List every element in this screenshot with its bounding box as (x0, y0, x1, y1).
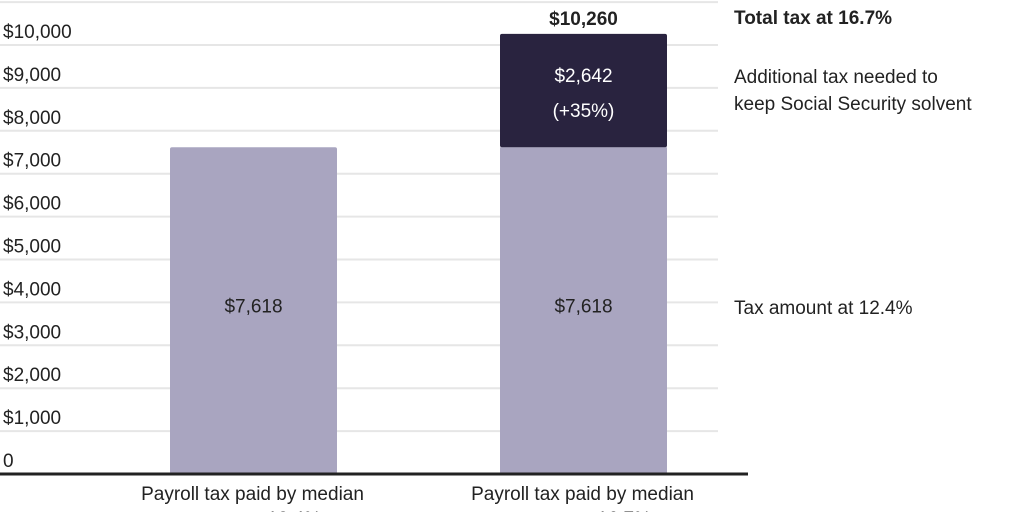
bar-segment (170, 147, 337, 474)
y-tick-label: 0 (3, 451, 14, 472)
bar-percent-label: (+35%) (553, 101, 615, 122)
annotation-total: Total tax at 16.7% (734, 8, 893, 29)
y-tick-label: $9,000 (3, 65, 61, 86)
y-tick-label: $1,000 (3, 408, 61, 429)
bar-value-label: $2,642 (554, 66, 612, 87)
annotation-base: Tax amount at 12.4% (734, 298, 913, 319)
annotation-additional-line1: Additional tax needed to (734, 67, 938, 88)
y-tick-label: $2,000 (3, 365, 61, 386)
y-tick-label: $3,000 (3, 322, 61, 343)
x-tick-label-line2: at 12.4% (246, 509, 321, 512)
x-tick-label: Payroll tax paid by median (471, 484, 694, 505)
y-tick-label: $6,000 (3, 194, 61, 215)
annotation-additional-line2: keep Social Security solvent (734, 94, 972, 115)
bar-value-label: $7,618 (554, 297, 612, 318)
y-tick-label: $5,000 (3, 237, 61, 258)
y-tick-label: $8,000 (3, 108, 61, 129)
x-tick-label-line2: at 16.7% (576, 509, 651, 512)
y-tick-label: $10,000 (3, 22, 72, 43)
bar-total-label: $10,260 (549, 9, 618, 30)
y-tick-label: $7,000 (3, 151, 61, 172)
bar-value-label: $7,618 (224, 297, 282, 318)
bar-segment (500, 33, 667, 148)
bar-segment (500, 147, 667, 474)
x-tick-label: Payroll tax paid by median (141, 484, 364, 505)
y-tick-label: $4,000 (3, 279, 61, 300)
